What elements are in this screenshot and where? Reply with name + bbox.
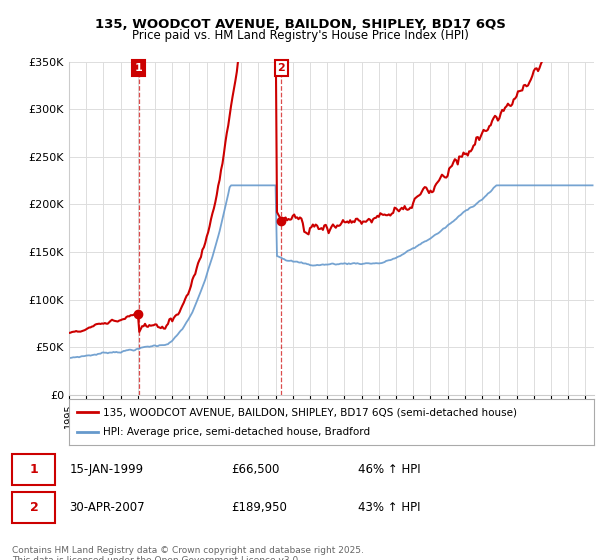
Text: 1: 1 xyxy=(29,463,38,476)
Text: Contains HM Land Registry data © Crown copyright and database right 2025.
This d: Contains HM Land Registry data © Crown c… xyxy=(12,546,364,560)
Text: 43% ↑ HPI: 43% ↑ HPI xyxy=(358,501,420,514)
Text: 1: 1 xyxy=(134,63,142,73)
Text: 15-JAN-1999: 15-JAN-1999 xyxy=(70,463,144,476)
Text: 46% ↑ HPI: 46% ↑ HPI xyxy=(358,463,420,476)
Text: 2: 2 xyxy=(277,63,285,73)
Text: 30-APR-2007: 30-APR-2007 xyxy=(70,501,145,514)
Text: 135, WOODCOT AVENUE, BAILDON, SHIPLEY, BD17 6QS: 135, WOODCOT AVENUE, BAILDON, SHIPLEY, B… xyxy=(95,18,505,31)
FancyBboxPatch shape xyxy=(12,454,55,486)
Text: £189,950: £189,950 xyxy=(231,501,287,514)
Text: £66,500: £66,500 xyxy=(231,463,279,476)
Text: Price paid vs. HM Land Registry's House Price Index (HPI): Price paid vs. HM Land Registry's House … xyxy=(131,29,469,42)
FancyBboxPatch shape xyxy=(12,492,55,523)
Text: 135, WOODCOT AVENUE, BAILDON, SHIPLEY, BD17 6QS (semi-detached house): 135, WOODCOT AVENUE, BAILDON, SHIPLEY, B… xyxy=(103,407,517,417)
Text: HPI: Average price, semi-detached house, Bradford: HPI: Average price, semi-detached house,… xyxy=(103,427,370,437)
Text: 2: 2 xyxy=(29,501,38,514)
